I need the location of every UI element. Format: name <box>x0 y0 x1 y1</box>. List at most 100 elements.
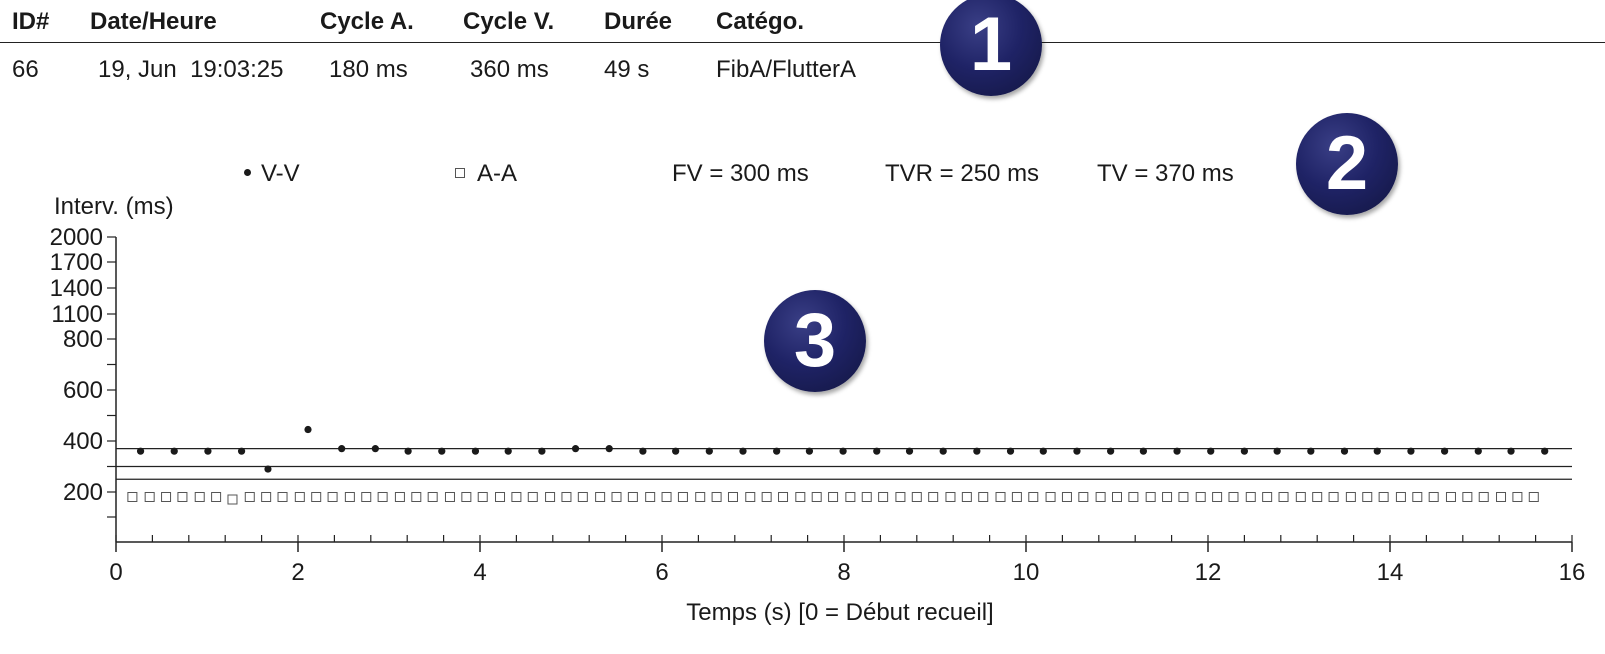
header-duree: Durée <box>604 8 673 35</box>
aa-point <box>1478 492 1489 502</box>
vv-point <box>571 445 580 453</box>
legend-tvr: TVR = 250 ms <box>885 160 1040 187</box>
aa-point <box>1245 492 1256 502</box>
header-id: ID# <box>12 8 50 35</box>
y-tick-label: 2000 <box>50 224 103 251</box>
aa-point <box>645 492 656 502</box>
aa-point <box>1162 492 1173 502</box>
vv-point <box>1307 447 1315 455</box>
vv-point <box>170 447 178 455</box>
badge-1: 1 <box>940 0 1042 96</box>
vv-point <box>1507 447 1515 455</box>
vv-point <box>839 447 847 455</box>
aa-point <box>945 492 956 502</box>
aa-point <box>978 492 989 502</box>
vv-point <box>873 447 881 455</box>
x-tick-label: 8 <box>837 559 850 586</box>
aa-point <box>1496 492 1507 502</box>
x-tick-label: 4 <box>473 559 486 586</box>
aa-point <box>745 492 756 502</box>
aa-point <box>1278 492 1289 502</box>
aa-point <box>1061 492 1072 502</box>
aa-point <box>177 492 188 502</box>
legend-aa-label: A-A <box>477 160 518 187</box>
header-rule <box>0 42 1605 43</box>
aa-point <box>1262 492 1273 502</box>
x-tick-label: 14 <box>1377 559 1404 586</box>
vv-point <box>438 447 446 455</box>
vv-point <box>1207 447 1215 455</box>
vv-point <box>1107 447 1115 455</box>
aa-point <box>595 492 606 502</box>
x-tick-label: 2 <box>291 559 304 586</box>
vv-point <box>371 445 379 453</box>
aa-point <box>511 492 522 502</box>
aa-point <box>845 492 856 502</box>
x-tick-label: 0 <box>109 559 122 586</box>
y-axis-label: Interv. (ms) <box>54 193 174 220</box>
cell-cycle-a: 180 ms <box>329 56 408 83</box>
header-cycle-v: Cycle V. <box>463 8 555 35</box>
aa-point <box>1512 492 1523 502</box>
aa-point <box>811 492 822 502</box>
header-date: Date/Heure <box>90 8 217 35</box>
aa-point <box>461 492 472 502</box>
badge-3: 3 <box>764 290 866 392</box>
aa-point <box>194 492 205 502</box>
aa-point <box>1028 492 1039 502</box>
aa-point <box>127 492 138 502</box>
vv-point <box>338 445 346 453</box>
aa-point <box>1362 492 1373 502</box>
y-tick-label: 800 <box>63 326 103 353</box>
y-tick-label: 600 <box>63 377 103 404</box>
aa-point <box>361 492 372 502</box>
cell-date: 19, Jun 19:03:25 <box>98 56 284 83</box>
aa-point <box>344 492 355 502</box>
aa-point <box>1412 492 1423 502</box>
vv-point <box>705 447 713 455</box>
aa-point <box>561 492 572 502</box>
aa-point <box>727 492 738 502</box>
aa-point <box>1112 492 1122 502</box>
vv-point <box>905 447 914 455</box>
aa-point <box>878 492 889 502</box>
legend-tv: TV = 370 ms <box>1097 160 1234 187</box>
header-categorie: Catégo. <box>716 8 805 35</box>
aa-point <box>761 492 772 502</box>
badge-2: 2 <box>1296 113 1398 215</box>
vv-point <box>1541 447 1549 455</box>
aa-point <box>495 492 506 502</box>
vv-point <box>1373 447 1381 455</box>
aa-point <box>244 492 255 502</box>
aa-point <box>911 492 922 502</box>
aa-point <box>695 492 706 502</box>
vv-point <box>136 447 145 455</box>
aa-point <box>377 492 388 502</box>
vv-point <box>1273 447 1281 455</box>
x-tick-label: 16 <box>1559 559 1586 586</box>
x-tick-label: 6 <box>655 559 668 586</box>
legend-vv: V-V <box>244 160 300 188</box>
vv-point <box>264 465 272 473</box>
vv-point <box>538 447 546 455</box>
aa-point <box>411 492 422 502</box>
vv-point <box>1441 447 1449 455</box>
aa-point <box>928 492 939 502</box>
aa-point <box>327 492 338 502</box>
vv-point <box>973 447 981 455</box>
aa-point <box>627 492 638 502</box>
aa-point <box>1295 492 1306 502</box>
aa-point <box>677 492 688 502</box>
aa-point <box>795 492 806 502</box>
aa-point <box>961 492 972 502</box>
aa-point <box>1095 492 1106 502</box>
x-axis-label: Temps (s) [0 = Début recueil] <box>686 599 993 626</box>
aa-point <box>444 492 455 502</box>
vv-point <box>1407 447 1415 455</box>
aa-point <box>828 492 839 502</box>
aa-point <box>1212 492 1223 502</box>
aa-point <box>211 492 222 502</box>
vv-point <box>471 447 480 455</box>
aa-point <box>161 492 172 502</box>
